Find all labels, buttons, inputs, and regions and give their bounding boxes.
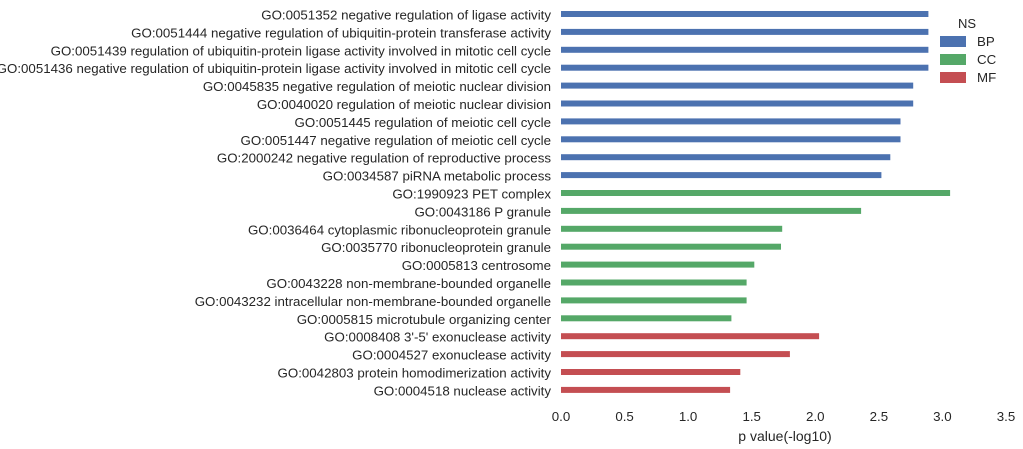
- category-label: GO:0005813 centrosome: [402, 258, 551, 273]
- x-tick-label: 1.5: [742, 409, 761, 424]
- category-label: GO:0034587 piRNA metabolic process: [323, 169, 552, 184]
- bar-bp: [561, 64, 929, 71]
- category-label: GO:0051444 negative regulation of ubiqui…: [131, 25, 551, 40]
- legend-title: NS: [958, 16, 976, 31]
- bar-bp: [561, 172, 882, 179]
- bar-bp: [561, 28, 929, 35]
- category-label: GO:0040020 regulation of meiotic nuclear…: [257, 97, 551, 112]
- category-label: GO:2000242 negative regulation of reprod…: [217, 151, 551, 166]
- category-label: GO:1990923 PET complex: [392, 187, 551, 202]
- legend-swatch-mf: [940, 72, 966, 83]
- category-label: GO:0045835 negative regulation of meioti…: [203, 79, 551, 94]
- bar-cc: [561, 261, 755, 268]
- category-labels: GO:0051352 negative regulation of ligase…: [0, 8, 552, 399]
- x-tick-label: 2.5: [870, 409, 889, 424]
- category-label: GO:0043232 intracellular non-membrane-bo…: [195, 294, 551, 309]
- bar-bp: [561, 11, 929, 17]
- bar-mf: [561, 386, 731, 393]
- bar-cc: [561, 190, 951, 196]
- bar-cc: [561, 225, 783, 232]
- legend-label: BP: [977, 34, 995, 49]
- x-tick-label: 2.0: [806, 409, 825, 424]
- bar-bp: [561, 46, 929, 53]
- category-label: GO:0004527 exonuclease activity: [352, 348, 551, 363]
- bar-cc: [561, 279, 747, 286]
- category-label: GO:0008408 3'-5' exonuclease activity: [324, 330, 551, 345]
- category-label: GO:0043186 P granule: [414, 204, 551, 219]
- bar-cc: [561, 207, 862, 214]
- x-tick-label: 1.0: [679, 409, 698, 424]
- legend-label: CC: [977, 52, 997, 67]
- x-tick-label: 0.0: [552, 409, 571, 424]
- x-axis-title: p value(-log10): [738, 428, 831, 444]
- category-label: GO:0051352 negative regulation of ligase…: [261, 8, 551, 23]
- category-label: GO:0036464 cytoplasmic ribonucleoprotein…: [248, 222, 551, 237]
- category-label: GO:0005815 microtubule organizing center: [297, 312, 552, 327]
- category-label: GO:0051439 regulation of ubiquitin-prote…: [51, 43, 551, 58]
- legend-swatch-bp: [940, 36, 966, 47]
- bar-bp: [561, 118, 901, 125]
- bar-cc: [561, 243, 781, 250]
- bar-cc: [561, 315, 732, 322]
- category-label: GO:0051445 regulation of meiotic cell cy…: [295, 115, 551, 130]
- bar-mf: [561, 351, 790, 358]
- category-label: GO:0035770 ribonucleoprotein granule: [321, 240, 551, 255]
- x-axis: p value(-log10) 0.0 0.5 1.0 1.5 2.0 2.5 3.0 3.5: [552, 409, 1016, 444]
- bar-mf: [561, 369, 741, 375]
- bars-layer: [561, 11, 951, 393]
- x-tick-label: 0.5: [615, 409, 634, 424]
- category-label: GO:0004518 nuclease activity: [374, 383, 552, 398]
- x-tick-label: 3.0: [933, 409, 952, 424]
- category-label: GO:0051436 negative regulation of ubiqui…: [0, 61, 551, 76]
- bar-bp: [561, 82, 914, 89]
- bar-bp: [561, 154, 891, 161]
- x-tick-label: 3.5: [997, 409, 1016, 424]
- legend: NS BP CC MF: [940, 16, 997, 85]
- category-label: GO:0043228 non-membrane-bounded organell…: [266, 276, 551, 291]
- bar-mf: [561, 333, 820, 340]
- category-label: GO:0051447 negative regulation of meioti…: [241, 133, 551, 148]
- legend-swatch-cc: [940, 54, 966, 65]
- category-label: GO:0042803 protein homodimerization acti…: [278, 366, 552, 381]
- bar-bp: [561, 136, 901, 143]
- legend-label: MF: [977, 70, 996, 85]
- bar-bp: [561, 100, 914, 107]
- bar-cc: [561, 297, 747, 304]
